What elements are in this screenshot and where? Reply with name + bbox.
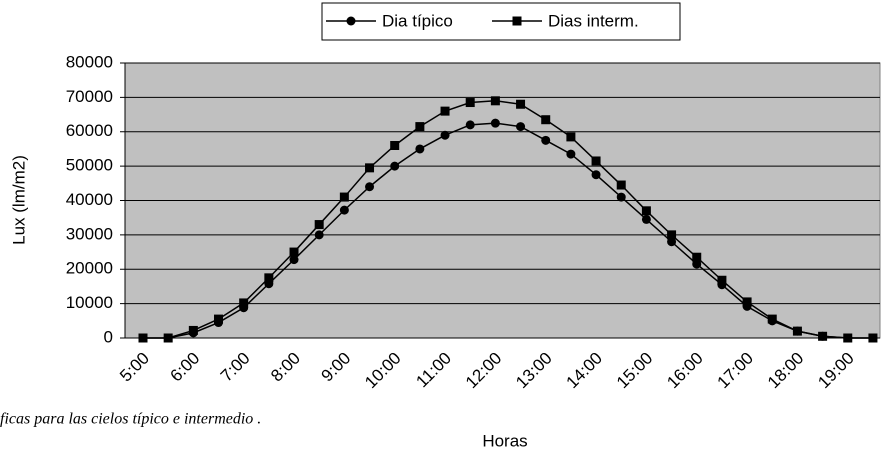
- x-tick-label: 11:00: [412, 349, 455, 392]
- marker: [512, 16, 522, 26]
- marker: [264, 273, 274, 283]
- marker: [516, 122, 526, 132]
- marker: [566, 132, 576, 142]
- marker: [346, 16, 356, 26]
- marker: [440, 106, 450, 116]
- marker: [516, 99, 526, 109]
- marker: [591, 170, 601, 180]
- marker: [541, 135, 551, 145]
- x-tick-label: 7:00: [217, 349, 254, 386]
- marker: [465, 120, 475, 130]
- marker: [616, 180, 626, 190]
- x-tick-label: 19:00: [814, 349, 858, 393]
- marker: [541, 115, 551, 125]
- y-axis-title: Lux (lm/m2): [9, 155, 28, 245]
- marker: [289, 247, 299, 257]
- y-tick-label: 10000: [66, 293, 113, 312]
- y-tick-label: 60000: [66, 121, 113, 140]
- marker: [465, 98, 475, 108]
- marker: [566, 149, 576, 159]
- marker: [390, 161, 400, 171]
- marker: [314, 230, 324, 240]
- marker: [641, 214, 651, 224]
- marker: [289, 255, 299, 265]
- marker: [339, 192, 349, 202]
- marker: [490, 118, 500, 128]
- marker: [415, 144, 425, 154]
- x-tick-label: 6:00: [167, 349, 204, 386]
- x-tick-label: 12:00: [462, 349, 506, 393]
- y-tick-label: 20000: [66, 259, 113, 278]
- y-tick-label: 70000: [66, 87, 113, 106]
- y-tick-label: 40000: [66, 190, 113, 209]
- marker: [692, 259, 702, 269]
- marker: [818, 331, 828, 341]
- marker: [490, 96, 500, 106]
- caption: ficas para las cielos típico e intermedi…: [0, 411, 261, 428]
- marker: [390, 141, 400, 150]
- marker: [843, 333, 853, 343]
- marker: [692, 252, 702, 262]
- marker: [339, 205, 349, 215]
- x-tick-label: 16:00: [663, 349, 707, 393]
- x-axis-title: Horas: [482, 431, 527, 450]
- marker: [239, 298, 249, 308]
- x-tick-label: 8:00: [267, 349, 304, 386]
- x-tick-label: 9:00: [318, 349, 355, 386]
- marker: [641, 206, 651, 216]
- y-tick-label: 30000: [66, 224, 113, 243]
- series-line: [143, 122, 873, 339]
- marker: [214, 314, 224, 324]
- marker: [188, 325, 198, 335]
- marker: [138, 333, 148, 343]
- marker: [667, 237, 677, 247]
- legend-label: Dias interm.: [548, 11, 639, 30]
- x-tick-label: 10:00: [361, 349, 405, 393]
- marker: [742, 297, 752, 307]
- x-tick-label: 18:00: [764, 349, 808, 393]
- marker: [365, 163, 375, 173]
- marker: [717, 275, 727, 285]
- marker: [767, 314, 777, 324]
- y-tick-label: 80000: [66, 52, 113, 71]
- marker: [591, 156, 601, 166]
- marker: [440, 130, 450, 140]
- marker: [616, 192, 626, 202]
- marker: [163, 333, 173, 343]
- marker: [314, 220, 324, 230]
- x-tick-label: 14:00: [563, 349, 607, 393]
- marker: [667, 230, 677, 240]
- y-tick-label: 0: [104, 327, 113, 346]
- legend-label: Dia típico: [382, 11, 453, 30]
- marker: [792, 326, 802, 336]
- x-tick-label: 5:00: [116, 349, 153, 386]
- x-tick-label: 15:00: [613, 349, 657, 393]
- x-tick-label: 17:00: [714, 349, 758, 393]
- marker: [365, 182, 375, 192]
- marker: [415, 122, 425, 132]
- y-tick-label: 50000: [66, 156, 113, 175]
- marker: [868, 333, 878, 343]
- x-tick-label: 13:00: [512, 349, 556, 393]
